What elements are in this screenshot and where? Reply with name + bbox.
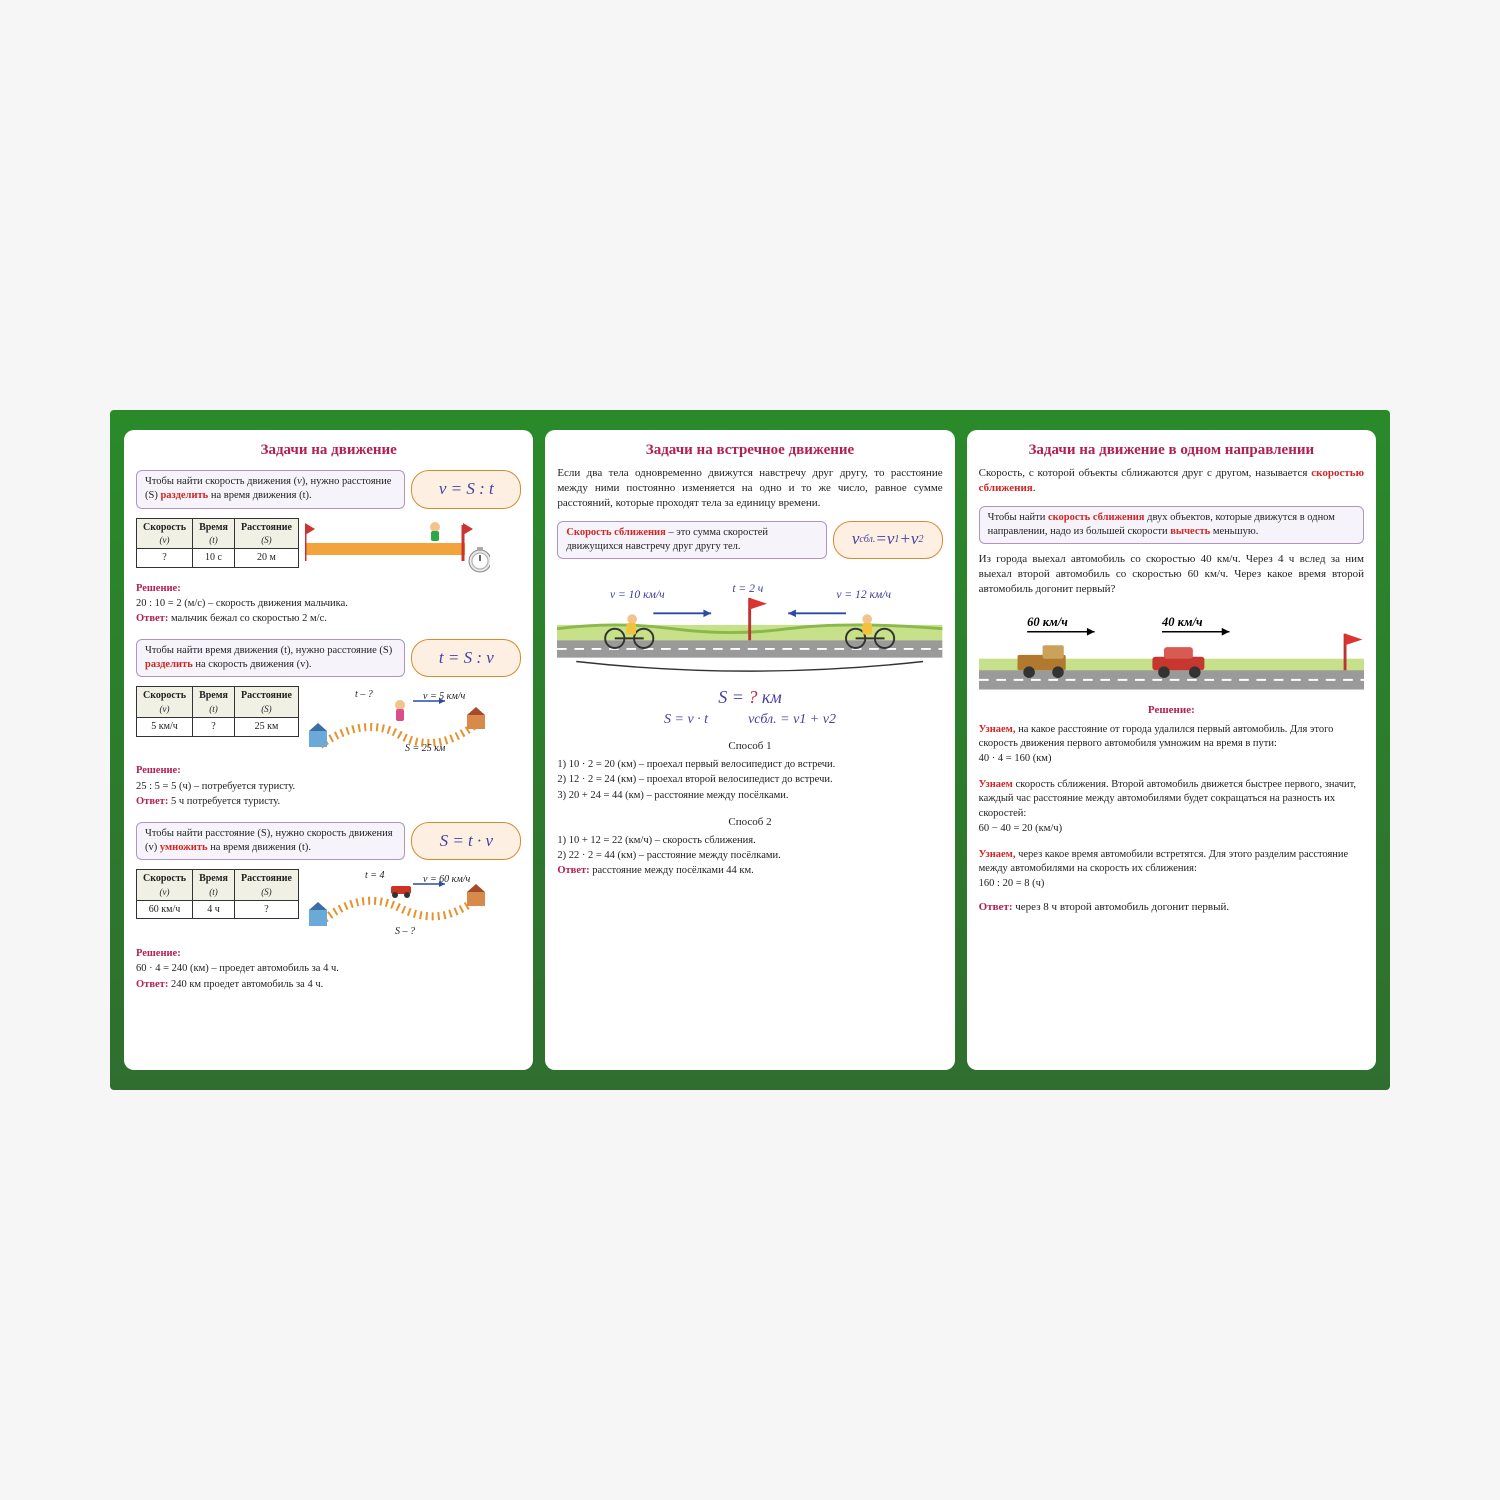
formula-speed: v = S : t [411,470,521,508]
svg-text:t = 2 ч: t = 2 ч [733,583,764,595]
illus-two-cars: 60 км/ч 40 км/ч [979,605,1364,697]
method1: 1) 10 · 2 = 20 (км) – проехал первый вел… [557,757,942,804]
formula-time: t = S : v [411,639,521,677]
solution-distance: Решение: 60 · 4 = 240 (км) – проедет авт… [136,946,521,993]
panel3-intro: Скорость, с которой объекты сближаются д… [979,466,1364,496]
rule-time: Чтобы найти время движения (t), нужно ра… [136,639,405,677]
panel3-problem: Из города выехал автомобиль со скоростью… [979,552,1364,597]
formula-distance: S = t · v [411,822,521,860]
svg-text:60 км/ч: 60 км/ч [1027,615,1068,629]
panel3-answer: Ответ: через 8 ч второй автомобиль догон… [979,900,1364,915]
panel2-intro: Если два тела одновременно движутся навс… [557,466,942,511]
method2-title: Способ 2 [557,815,942,830]
panel3-step1: Узнаем, на какое расстояние от города уд… [979,722,1364,768]
poster: Задачи на движение Чтобы найти скорость … [110,410,1390,1090]
illus-cyclists: v = 10 км/ч t = 2 ч v = 12 км/ч [557,567,942,677]
panel-same-direction: Задачи на движение в одном направлении С… [967,430,1376,1070]
rule-distance: Чтобы найти расстояние (S), нужно скорос… [136,822,405,860]
panel2-title: Задачи на встречное движение [557,440,942,460]
rule-row-approach: Скорость сближения – это сумма скоростей… [557,521,942,559]
svg-text:40 км/ч: 40 км/ч [1161,615,1203,629]
solution-time: Решение: 25 : 5 = 5 (ч) – потребуется ту… [136,763,521,810]
rule-approach: Скорость сближения – это сумма скоростей… [557,521,826,559]
panel3-title: Задачи на движение в одном направлении [979,440,1364,460]
sub-formulas: S = v · t vсбл. = v1 + v2 [557,711,942,730]
panel1-title: Задачи на движение [136,440,521,460]
rule-row-same-dir: Чтобы найти скорость сближения двух объе… [979,506,1364,544]
solution-speed: Решение: 20 : 10 = 2 (м/с) – скорость дв… [136,581,521,628]
table-speed: Скорость(v)Время(t)Расстояние(S) ?10 с20… [136,518,299,568]
panel3-sol-title: Решение: [979,703,1364,718]
svg-text:S – ?: S – ? [395,926,415,937]
svg-text:v = 12 км/ч: v = 12 км/ч [837,589,892,601]
panel3-step3: Узнаем, через какое время автомобили вст… [979,847,1364,893]
rule-row-time: Чтобы найти время движения (t), нужно ра… [136,639,521,677]
method1-title: Способ 1 [557,739,942,754]
svg-text:t = 4: t = 4 [365,870,385,881]
table-time: Скорость(v)Время(t)Расстояние(S) 5 км/ч?… [136,686,299,736]
svg-text:v = 10 км/ч: v = 10 км/ч [610,589,665,601]
rule-same-dir: Чтобы найти скорость сближения двух объе… [979,506,1364,544]
svg-text:t – ?: t – ? [355,689,373,700]
formula-approach: vсбл. = v1 + v2 [833,521,943,559]
illus-tourist-path: t – ? v = 5 км/ч S = 25 км [305,685,521,757]
rule-speed: Чтобы найти скорость движения (v), нужно… [136,470,405,508]
panel3-step2: Узнаем скорость сближения. Второй автомо… [979,777,1364,837]
table-distance: Скорость(v)Время(t)Расстояние(S) 60 км/ч… [136,869,299,919]
formula-S: S = ? км [557,685,942,709]
svg-text:S = 25 км: S = 25 км [405,743,446,754]
panel-motion-basics: Задачи на движение Чтобы найти скорость … [124,430,533,1070]
rule-row-distance: Чтобы найти расстояние (S), нужно скорос… [136,822,521,860]
method2: 1) 10 + 12 = 22 (км/ч) – скорость сближе… [557,833,942,880]
rule-row-speed: Чтобы найти скорость движения (v), нужно… [136,470,521,508]
illus-car-path: t = 4 v = 60 км/ч S – ? [305,868,521,940]
illus-runner-track [305,517,521,575]
panel-opposite-motion: Задачи на встречное движение Если два те… [545,430,954,1070]
